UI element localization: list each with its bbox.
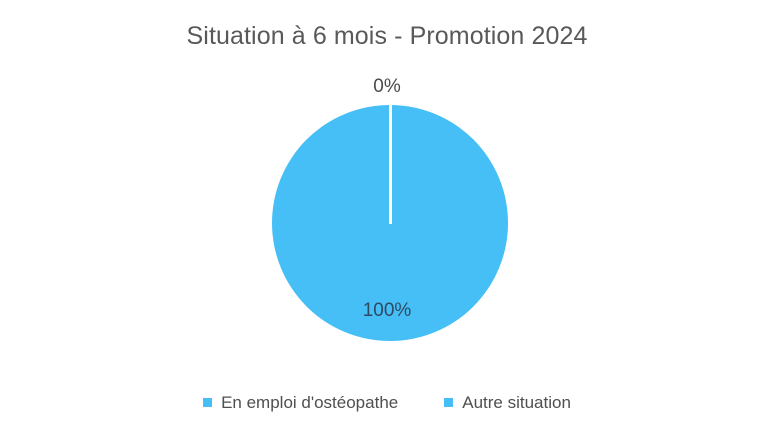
slice-label-zero-percent: 0% [373, 76, 401, 97]
pie-graphic [272, 105, 508, 341]
chart-title: Situation à 6 mois - Promotion 2024 [186, 22, 588, 50]
legend-item-label: Autre situation [462, 393, 571, 412]
pie-slice-autre-situation[interactable] [389, 105, 392, 224]
slice-label-hundred-percent: 100% [362, 300, 412, 321]
legend-item-en-emploi-osteopathe[interactable]: En emploi d'ostéopathe [203, 394, 398, 411]
legend-item-label: En emploi d'ostéopathe [221, 393, 399, 412]
legend-item-autre-situation[interactable]: Autre situation [444, 394, 571, 411]
legend-swatch-icon [203, 398, 213, 407]
chart-legend: En emploi d'ostéopathe Autre situation [0, 394, 774, 411]
legend-swatch-icon [444, 398, 454, 407]
